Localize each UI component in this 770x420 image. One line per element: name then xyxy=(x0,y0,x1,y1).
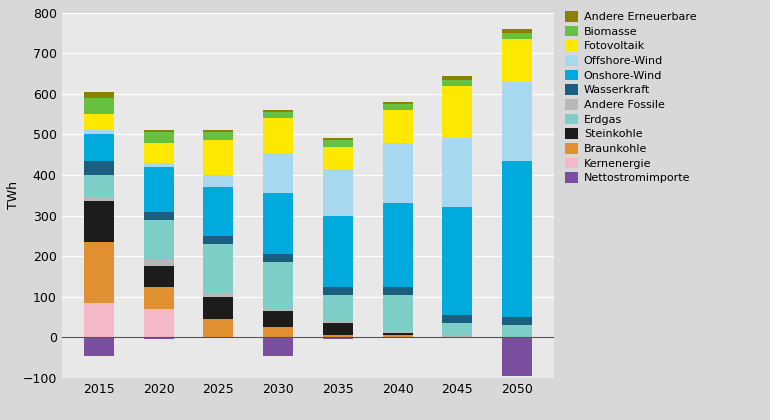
Bar xyxy=(323,147,353,169)
Bar xyxy=(84,134,114,161)
Bar xyxy=(383,203,413,286)
Bar xyxy=(84,98,114,114)
Bar xyxy=(263,254,293,262)
Bar xyxy=(383,102,413,104)
Bar xyxy=(84,161,114,175)
Bar xyxy=(203,244,233,293)
Bar xyxy=(502,29,532,33)
Legend: Andere Erneuerbare, Biomasse, Fotovoltaik, Offshore-Wind, Onshore-Wind, Wasserkr: Andere Erneuerbare, Biomasse, Fotovoltai… xyxy=(565,11,696,183)
Bar xyxy=(144,220,173,260)
Bar xyxy=(323,323,353,335)
Bar xyxy=(323,139,353,140)
Bar xyxy=(383,104,413,110)
Bar xyxy=(203,319,233,337)
Bar xyxy=(84,242,114,303)
Bar xyxy=(502,317,532,325)
Bar xyxy=(443,76,472,80)
Bar xyxy=(383,142,413,203)
Bar xyxy=(383,295,413,331)
Bar xyxy=(502,33,532,39)
Bar xyxy=(144,260,173,266)
Bar xyxy=(263,118,293,152)
Bar xyxy=(502,161,532,317)
Bar xyxy=(263,112,293,118)
Bar xyxy=(443,335,472,337)
Bar xyxy=(84,197,114,202)
Y-axis label: TWh: TWh xyxy=(7,181,19,209)
Bar xyxy=(144,163,173,167)
Bar xyxy=(383,110,413,142)
Bar xyxy=(263,262,293,309)
Bar xyxy=(263,309,293,311)
Bar xyxy=(144,130,173,132)
Bar xyxy=(144,337,173,339)
Bar xyxy=(263,327,293,337)
Bar xyxy=(263,337,293,356)
Bar xyxy=(323,169,353,215)
Bar xyxy=(323,321,353,323)
Bar xyxy=(383,335,413,337)
Bar xyxy=(443,323,472,335)
Bar xyxy=(144,266,173,286)
Bar xyxy=(502,81,532,161)
Bar xyxy=(502,337,532,376)
Bar xyxy=(84,303,114,337)
Bar xyxy=(84,130,114,134)
Bar xyxy=(502,325,532,337)
Bar xyxy=(203,187,233,236)
Bar xyxy=(84,114,114,130)
Bar xyxy=(144,212,173,220)
Bar xyxy=(263,311,293,327)
Bar xyxy=(203,130,233,132)
Bar xyxy=(323,295,353,321)
Bar xyxy=(203,297,233,319)
Bar xyxy=(263,193,293,254)
Bar xyxy=(84,92,114,98)
Bar xyxy=(203,236,233,244)
Bar xyxy=(144,132,173,142)
Bar xyxy=(263,152,293,193)
Bar xyxy=(203,175,233,187)
Bar xyxy=(502,39,532,81)
Bar xyxy=(203,140,233,175)
Bar xyxy=(323,215,353,286)
Bar xyxy=(84,175,114,197)
Bar xyxy=(323,335,353,337)
Bar xyxy=(84,202,114,242)
Bar xyxy=(84,337,114,356)
Bar xyxy=(263,110,293,112)
Bar xyxy=(383,331,413,333)
Bar xyxy=(323,286,353,295)
Bar xyxy=(443,86,472,139)
Bar xyxy=(383,333,413,335)
Bar xyxy=(144,142,173,163)
Bar xyxy=(443,80,472,86)
Bar xyxy=(323,141,353,147)
Bar xyxy=(323,337,353,339)
Bar xyxy=(144,286,173,309)
Bar xyxy=(443,139,472,207)
Bar xyxy=(443,207,472,315)
Bar xyxy=(443,315,472,323)
Bar xyxy=(383,286,413,295)
Bar xyxy=(203,293,233,297)
Bar xyxy=(144,167,173,212)
Bar xyxy=(203,132,233,140)
Bar xyxy=(144,309,173,337)
